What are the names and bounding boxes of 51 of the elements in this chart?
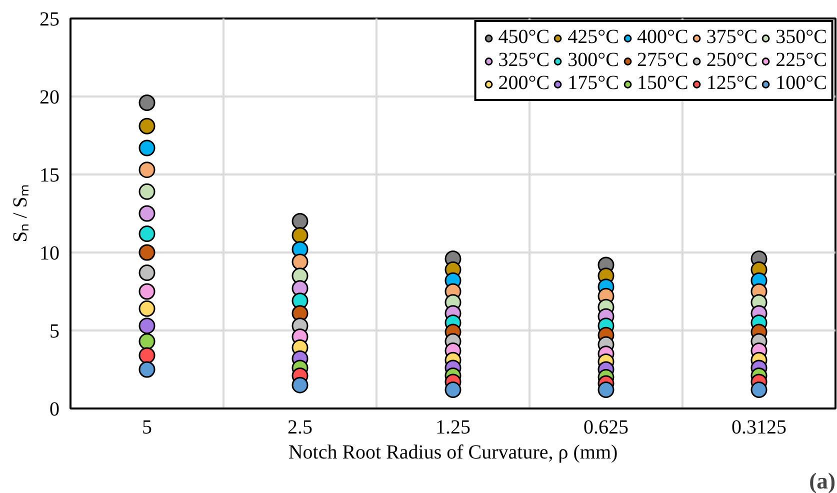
y-tick-label: 0 — [50, 398, 60, 420]
x-tick-label: 0.3125 — [732, 416, 786, 438]
legend-label: 275°C — [636, 49, 688, 72]
point — [292, 213, 308, 230]
point — [138, 300, 156, 317]
point — [138, 183, 156, 200]
point — [138, 283, 156, 300]
x-tick-label: 1.25 — [436, 416, 470, 438]
point — [138, 205, 156, 222]
point — [138, 118, 156, 134]
point — [292, 254, 308, 270]
legend-label: 375°C — [706, 26, 758, 49]
y-tick-label: 20 — [40, 86, 60, 108]
legend-label: 425°C — [568, 26, 619, 49]
point — [138, 264, 156, 282]
point — [138, 318, 156, 334]
legend-label: 200°C — [498, 72, 550, 95]
y-tick-label: 15 — [40, 164, 60, 186]
point — [138, 226, 156, 242]
x-tick-label: 2.5 — [288, 416, 312, 438]
legend-label: 225°C — [776, 49, 827, 72]
legend-label: 175°C — [568, 72, 619, 95]
text: (a) — [809, 468, 836, 493]
point — [138, 94, 156, 111]
y-tick-label: 10 — [40, 242, 60, 264]
legend-label: 400°C — [636, 26, 688, 49]
legend-label: 325°C — [498, 49, 550, 72]
legend-label: 350°C — [776, 26, 827, 49]
x-tick-label: 5 — [142, 416, 152, 438]
point — [292, 376, 308, 394]
point — [750, 382, 768, 398]
legend-label: 250°C — [706, 49, 758, 72]
legend-label: 150°C — [636, 72, 688, 95]
point — [138, 347, 156, 364]
point — [138, 333, 156, 350]
legend-label: 450°C — [498, 26, 550, 49]
y-tick-label: 25 — [40, 8, 60, 30]
y-axis-title: Sₙ / Sₘ — [10, 184, 32, 242]
x-axis-title: Notch Root Radius of Curvature, ρ (mm) — [288, 442, 618, 464]
point — [138, 244, 156, 261]
legend-label: 100°C — [776, 72, 827, 95]
point — [138, 162, 156, 178]
point — [292, 227, 308, 244]
point — [598, 382, 614, 398]
point — [138, 140, 156, 156]
x-tick-label: 0.625 — [584, 416, 628, 438]
point — [444, 382, 462, 398]
y-tick-label: 5 — [50, 320, 60, 342]
point — [138, 361, 156, 378]
legend-label: 125°C — [706, 72, 758, 95]
legend-label: 300°C — [568, 49, 619, 72]
